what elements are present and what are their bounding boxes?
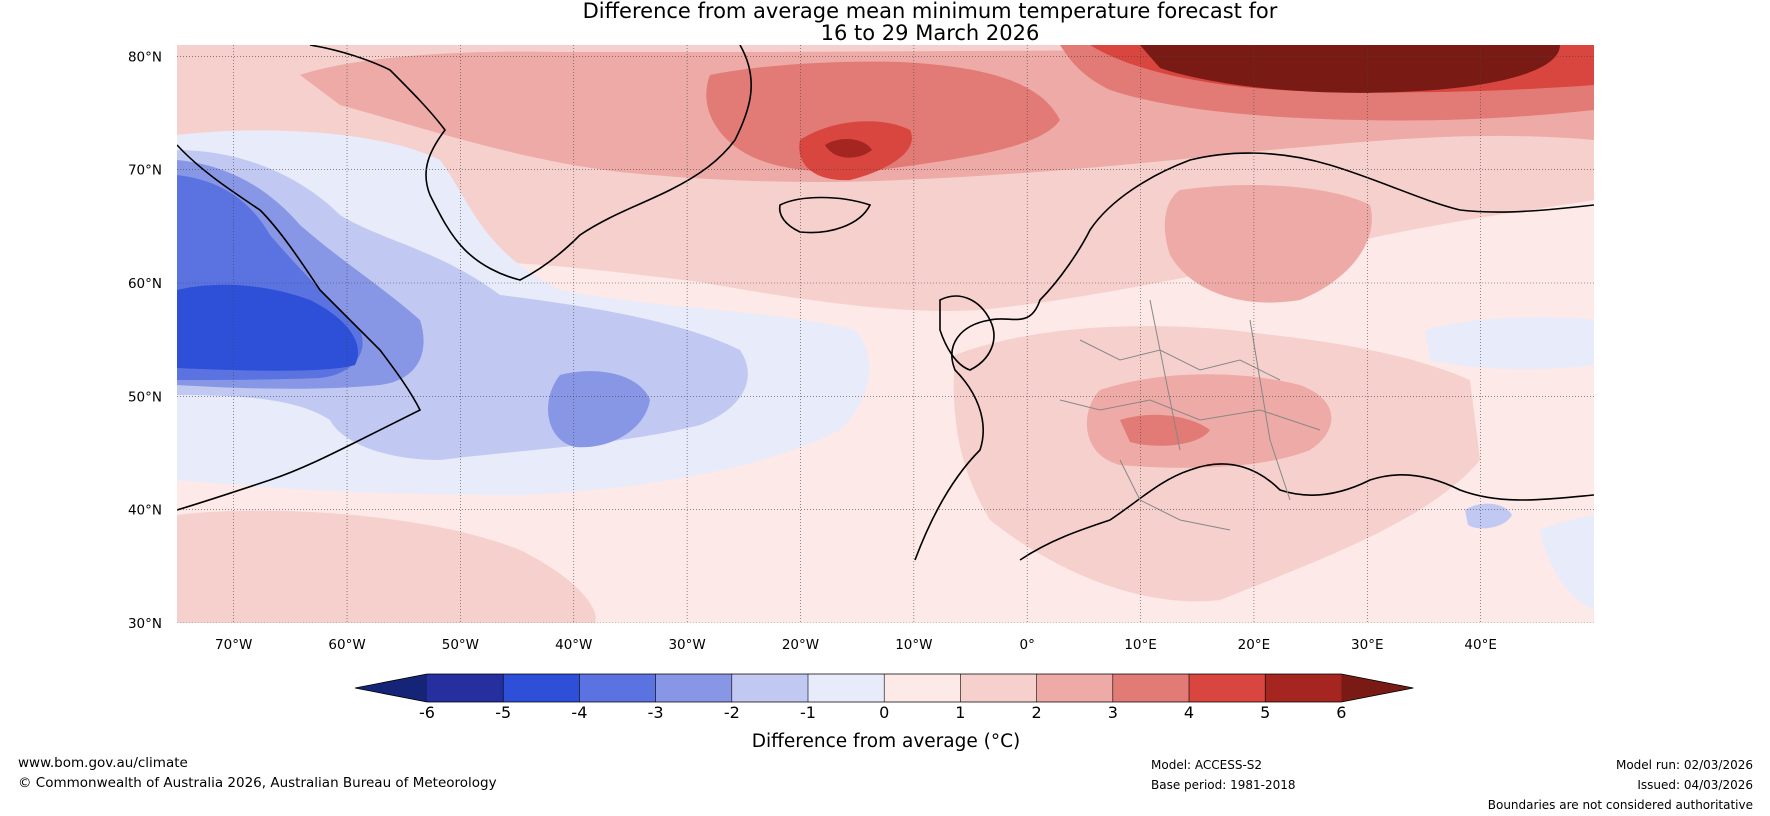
mediterranean-coast: [1019, 463, 1594, 561]
map-gridlines: [177, 45, 1594, 623]
footer-boundaries-note: Boundaries are not considered authoritat…: [1487, 798, 1753, 812]
longitude-label: 40°W: [555, 637, 592, 653]
colorbar-tick-labels: -6 -5 -4 -3 -2 -1 0 1 2 3 4 5 6: [419, 703, 1346, 722]
colorbar-tick-label: 5: [1260, 703, 1270, 722]
colorbar-tick-label: -5: [495, 703, 511, 722]
longitude-label: 30°E: [1351, 637, 1383, 653]
british-isles-coast: [939, 295, 995, 371]
colorbar-outline: [354, 673, 1414, 703]
country-borders: [1059, 299, 1321, 531]
colorbar-segment: [503, 674, 580, 702]
map-plot-area: [177, 45, 1594, 623]
footer-model: Model: ACCESS-S2: [1151, 758, 1263, 772]
colorbar-tick-label: 6: [1336, 703, 1346, 722]
latitude-label: 50°N: [128, 389, 162, 405]
colorbar-tick-label: 0: [879, 703, 889, 722]
colorbar-segment: [579, 674, 657, 702]
canada-coast: [177, 144, 422, 511]
colorbar-segment: [1265, 674, 1342, 702]
colorbar-segment: [1112, 674, 1190, 702]
longitude-label: 10°E: [1124, 637, 1156, 653]
colorbar-tick-label: -1: [800, 703, 816, 722]
border-line: [1059, 399, 1321, 431]
greenland-coast: [309, 45, 752, 281]
longitude-label: 0°: [1020, 637, 1035, 653]
colorbar-segment: [1036, 674, 1114, 702]
colorbar-tick-label: 1: [955, 703, 965, 722]
anomaly-region-1-2-southwest: [177, 510, 596, 623]
longitude-axis-labels: 70°W 60°W 50°W 40°W 30°W 20°W 10°W 0° 10°E 20°E 30…: [215, 637, 1497, 653]
longitude-label: 70°W: [215, 637, 252, 653]
anomaly-region-minus4-minus5: [177, 284, 358, 371]
footer-copyright: © Commonwealth of Australia 2026, Austra…: [18, 775, 497, 791]
coastlines: [177, 45, 1594, 561]
longitude-label: 10°W: [895, 637, 932, 653]
colorbar-segment: [427, 674, 504, 702]
longitude-label: 20°E: [1238, 637, 1270, 653]
colorbar-segment: [960, 674, 1038, 702]
colorbar-legend: [354, 673, 1414, 703]
anomaly-region-0-minus1-caspian: [1425, 317, 1594, 370]
latitude-label: 40°N: [128, 503, 162, 519]
latitude-label: 80°N: [128, 49, 162, 65]
map-title-line-1: Difference from average mean minimum tem…: [582, 0, 1278, 23]
footer-model-run: Model run: 02/03/2026: [1615, 758, 1753, 772]
colorbar-label: Difference from average (°C): [752, 731, 1020, 752]
map-title-line-2: 16 to 29 March 2026: [820, 21, 1040, 45]
border-line: [1079, 339, 1281, 381]
latitude-label: 60°N: [128, 276, 162, 292]
colorbar-tick-label: -2: [724, 703, 740, 722]
anomaly-region-3-4-greenland-sea: [706, 61, 1060, 172]
longitude-label: 20°W: [782, 637, 819, 653]
colorbar-segment: [884, 674, 961, 702]
latitude-label: 30°N: [128, 616, 162, 632]
europe-coast: [914, 152, 1594, 561]
colorbar-segment: [731, 674, 809, 702]
latitude-axis-labels: 80°N 70°N 60°N 50°N 40°N 30°N: [128, 49, 162, 632]
longitude-label: 40°E: [1464, 637, 1496, 653]
colorbar-segment: [1189, 674, 1266, 702]
iceland-coast: [778, 196, 872, 234]
colorbar-segment: [655, 674, 733, 702]
latitude-label: 70°N: [128, 163, 162, 179]
colorbar-tick-label: -3: [648, 703, 664, 722]
anomaly-region-5-6-east-greenland: [825, 138, 872, 158]
footer-base-period: Base period: 1981-2018: [1151, 778, 1296, 792]
colorbar-segment: [808, 674, 885, 702]
colorbar-tick-label: 3: [1108, 703, 1118, 722]
footer-issued: Issued: 04/03/2026: [1637, 778, 1753, 792]
footer-url: www.bom.gov.au/climate: [18, 755, 188, 771]
anomaly-region-0-minus1-southeast: [1540, 515, 1594, 610]
colorbar-tick-label: -6: [419, 703, 435, 722]
border-line: [1149, 299, 1181, 451]
colorbar-tick-label: 2: [1032, 703, 1042, 722]
anomaly-region-2-3-scandinavia: [1164, 185, 1372, 303]
colorbar-extend-high: [1341, 674, 1414, 702]
colorbar-tick-label: 4: [1184, 703, 1194, 722]
anomaly-region-over-6-arctic: [1140, 45, 1560, 93]
longitude-label: 30°W: [668, 637, 705, 653]
colorbar-extend-low: [355, 674, 427, 702]
border-line: [1249, 319, 1291, 501]
colorbar-tick-label: -4: [571, 703, 587, 722]
longitude-label: 60°W: [328, 637, 365, 653]
longitude-label: 50°W: [442, 637, 479, 653]
anomaly-region-3-4-alps: [1120, 414, 1210, 446]
border-line: [1119, 459, 1231, 531]
